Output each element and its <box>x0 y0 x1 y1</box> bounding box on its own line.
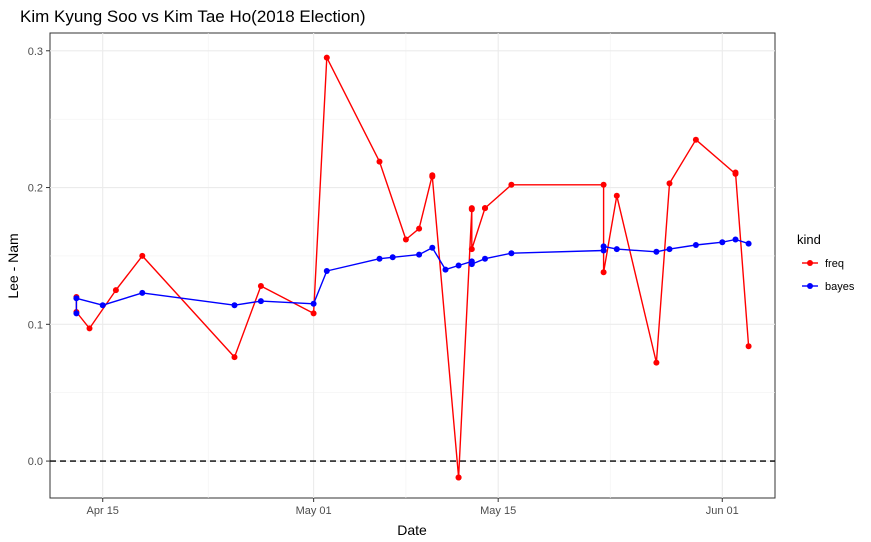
data-point-freq <box>613 192 620 199</box>
data-point-bayes <box>429 244 436 251</box>
y-tick-label: 0.1 <box>28 319 43 331</box>
data-point-freq <box>310 310 317 317</box>
data-point-bayes <box>482 255 488 262</box>
data-point-bayes <box>745 240 752 247</box>
data-point-freq <box>666 180 673 187</box>
data-point-bayes <box>732 236 739 243</box>
data-point-freq <box>600 269 607 276</box>
data-point-freq <box>692 136 699 143</box>
data-point-bayes <box>376 255 383 262</box>
data-point-freq <box>323 54 330 61</box>
data-point-bayes <box>613 246 620 253</box>
data-point-freq <box>455 474 462 481</box>
data-point-bayes <box>719 239 726 246</box>
data-point-freq <box>508 181 515 188</box>
data-point-bayes <box>600 243 607 250</box>
data-point-freq <box>468 246 475 253</box>
series-freq <box>73 54 752 481</box>
data-point-bayes <box>257 298 264 305</box>
data-point-freq <box>231 354 238 361</box>
data-point-freq <box>732 169 739 176</box>
y-tick-label: 0.3 <box>28 46 43 58</box>
series-layer <box>73 54 752 481</box>
x-axis: Apr 15 May 01 May 15 Jun 01 <box>87 498 739 517</box>
data-point-bayes <box>442 266 449 273</box>
data-point-freq <box>112 287 119 294</box>
data-point-bayes <box>389 254 396 261</box>
y-axis: 0.0 0.1 0.2 0.3 <box>28 46 50 468</box>
data-point-bayes <box>666 246 673 253</box>
data-point-bayes <box>323 268 330 274</box>
x-axis-title: Date <box>397 522 427 538</box>
data-point-bayes <box>73 295 80 302</box>
legend-label-freq: freq <box>825 258 844 270</box>
data-point-bayes <box>692 242 699 248</box>
data-point-freq <box>402 236 409 243</box>
legend: kind freq bayes <box>797 232 855 293</box>
data-point-bayes <box>600 247 607 254</box>
data-point-freq <box>257 283 264 289</box>
data-point-bayes <box>310 300 317 307</box>
plot-panel <box>49 32 776 499</box>
x-tick-label: Apr 15 <box>87 505 119 517</box>
data-point-bayes <box>653 248 660 255</box>
data-point-freq <box>376 158 383 165</box>
series-bayes <box>73 236 752 317</box>
data-point-bayes <box>508 250 515 257</box>
legend-key-point-freq <box>807 260 813 266</box>
data-point-freq <box>429 173 436 180</box>
data-point-freq <box>416 225 423 232</box>
chart-title: Kim Kyung Soo vs Kim Tae Ho(2018 Electio… <box>20 7 366 26</box>
data-point-freq <box>86 325 93 332</box>
data-point-bayes <box>455 262 462 269</box>
y-tick-label: 0.2 <box>28 183 43 195</box>
y-tick-label: 0.0 <box>28 456 43 468</box>
data-point-bayes <box>416 251 423 258</box>
data-point-bayes <box>73 310 80 317</box>
x-tick-label: May 01 <box>296 505 332 517</box>
legend-title: kind <box>797 232 821 247</box>
data-point-bayes <box>231 302 238 309</box>
x-tick-label: Jun 01 <box>706 505 739 517</box>
data-point-freq <box>139 252 146 259</box>
legend-label-bayes: bayes <box>825 281 855 293</box>
x-tick-label: May 15 <box>480 505 516 517</box>
data-point-freq <box>482 205 488 212</box>
data-point-freq <box>745 343 752 350</box>
legend-key-point-bayes <box>807 283 813 289</box>
data-point-freq <box>600 181 607 188</box>
data-point-bayes <box>139 289 146 296</box>
y-axis-title: Lee - Nam <box>5 233 21 298</box>
data-point-bayes <box>468 261 475 268</box>
data-point-freq <box>653 359 660 366</box>
data-point-freq <box>468 205 475 212</box>
data-point-bayes <box>99 302 106 309</box>
